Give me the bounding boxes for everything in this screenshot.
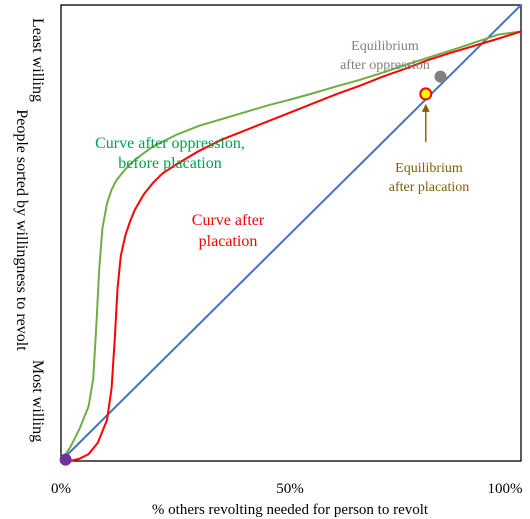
plot-frame	[60, 4, 522, 462]
oppression-curve-label-line1: Curve after oppression,	[95, 135, 245, 152]
series-line-oppression	[60, 30, 522, 462]
oppression-curve-label-line2: before placation	[118, 155, 222, 172]
eq-oppression-label-line1: Equilibrium	[351, 39, 419, 54]
placation-curve-label-line2: placation	[199, 233, 258, 250]
point-equilibrium-placation	[419, 87, 433, 101]
x-tick-label-50: 50%	[276, 481, 304, 497]
plot-border	[60, 4, 522, 462]
point-origin	[59, 453, 72, 466]
annotation-arrows	[421, 103, 430, 142]
y-axis-label: People sorted by willingness to revolt	[13, 109, 30, 351]
y-bottom-label: Most willing	[29, 360, 46, 442]
y-top-label: Least willing	[29, 18, 46, 102]
arrow-head	[421, 103, 430, 112]
series-line-diagonal	[60, 4, 522, 462]
eq-placation-label-line1: Equilibrium	[395, 161, 463, 176]
eq-placation-label-line2: after placation	[389, 180, 469, 195]
x-tick-label-0: 0%	[51, 481, 71, 497]
eq-oppression-label-line2: after oppression	[340, 58, 430, 73]
x-tick-label-100: 100%	[488, 481, 523, 497]
series-line-placation	[60, 30, 522, 462]
x-axis-label: % others revolting needed for person to …	[152, 502, 429, 518]
placation-curve-label-line1: Curve after	[192, 212, 265, 229]
point-equilibrium-oppression	[434, 70, 447, 83]
series-lines	[60, 4, 522, 462]
chart-text: 0% 50% 100% % others revolting needed fo…	[13, 18, 523, 518]
data-points	[59, 70, 447, 466]
